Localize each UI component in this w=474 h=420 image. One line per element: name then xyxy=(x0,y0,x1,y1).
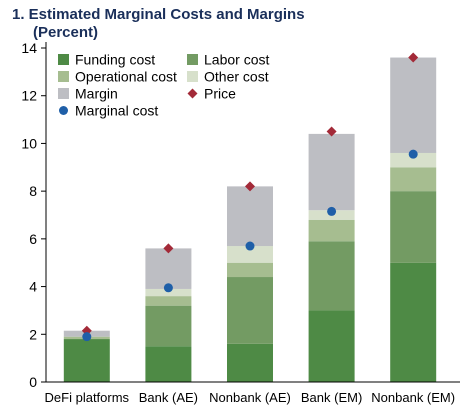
x-tick-label: Bank (AE) xyxy=(139,390,198,405)
bar-segment xyxy=(145,296,192,306)
bar-segment xyxy=(227,262,273,278)
bar-segment xyxy=(227,246,273,263)
y-tick-label: 12 xyxy=(21,88,37,104)
legend-swatch xyxy=(58,71,69,82)
marginal-cost-marker xyxy=(82,332,92,342)
y-tick-label: 0 xyxy=(29,374,37,390)
y-tick-label: 4 xyxy=(29,279,37,295)
x-tick-label: DeFi platforms xyxy=(45,390,130,405)
bar-segment xyxy=(145,288,192,297)
bar-segment xyxy=(145,248,192,289)
legend-label: Funding cost xyxy=(75,52,155,68)
legend-item: Margin xyxy=(58,86,118,102)
x-tick-label: Nonbank (AE) xyxy=(209,390,291,405)
legend-swatch xyxy=(58,88,69,99)
y-tick-label: 2 xyxy=(29,326,37,342)
chart-title: 1. Estimated Marginal Costs and Margins xyxy=(12,6,305,23)
legend-item: Funding cost xyxy=(58,52,155,68)
legend-swatch xyxy=(59,106,68,115)
x-tick-label: Bank (EM) xyxy=(301,390,362,405)
bar-segment xyxy=(308,133,355,211)
legend-item: Other cost xyxy=(187,69,269,85)
y-tick-label: 10 xyxy=(21,135,37,151)
y-tick-label: 6 xyxy=(29,231,37,247)
bar-segment xyxy=(145,346,192,382)
bar-segment xyxy=(308,241,355,311)
bar-segment xyxy=(308,219,355,242)
legend-swatch xyxy=(187,71,198,82)
y-tick-label: 14 xyxy=(21,40,37,56)
marginal-cost-marker xyxy=(163,283,173,293)
bar-segment xyxy=(227,186,273,247)
legend-label: Labor cost xyxy=(204,52,269,68)
legend-item: Price xyxy=(187,86,236,102)
bar-segment xyxy=(227,343,273,382)
bar-segment xyxy=(63,339,110,382)
bar-segment xyxy=(390,152,437,168)
price-marker xyxy=(326,126,337,137)
bar-segment xyxy=(390,57,437,153)
y-tick-label: 8 xyxy=(29,183,37,199)
legend-item: Operational cost xyxy=(58,69,177,85)
legend-label: Other cost xyxy=(204,69,269,85)
marginal-cost-marker xyxy=(408,149,418,159)
x-tick-label: Nonbank (EM) xyxy=(371,390,455,405)
price-marker xyxy=(245,181,255,192)
legend-item: Labor cost xyxy=(187,52,269,68)
marginal-cost-marker xyxy=(245,241,255,251)
price-marker xyxy=(408,52,419,63)
price-marker xyxy=(163,243,174,254)
bar-segment xyxy=(308,310,355,382)
legend-label: Margin xyxy=(75,86,118,102)
bar-segment xyxy=(227,277,273,344)
legend-swatch xyxy=(187,54,198,65)
bar-segment xyxy=(145,305,192,347)
legend-swatch xyxy=(58,54,69,65)
marginal-cost-marker xyxy=(327,206,337,216)
bar-segment xyxy=(390,262,437,382)
axes-layer: 0 2 4 6 8 10 12 14 DeFi platforms Bank (AE) Nonban… xyxy=(21,40,460,405)
legend-label: Marginal cost xyxy=(75,103,158,119)
bar-segment xyxy=(390,191,437,263)
markers-layer xyxy=(81,52,419,342)
bar-segment xyxy=(390,167,437,192)
legend-swatch xyxy=(187,88,198,99)
bars-layer xyxy=(63,57,437,382)
legend-label: Operational cost xyxy=(75,69,177,85)
chart-subtitle: (Percent) xyxy=(33,24,99,41)
legend-label: Price xyxy=(204,86,236,102)
legend: Funding cost Labor cost Operational cost Ot… xyxy=(58,52,269,119)
legend-item: Marginal cost xyxy=(59,103,158,119)
